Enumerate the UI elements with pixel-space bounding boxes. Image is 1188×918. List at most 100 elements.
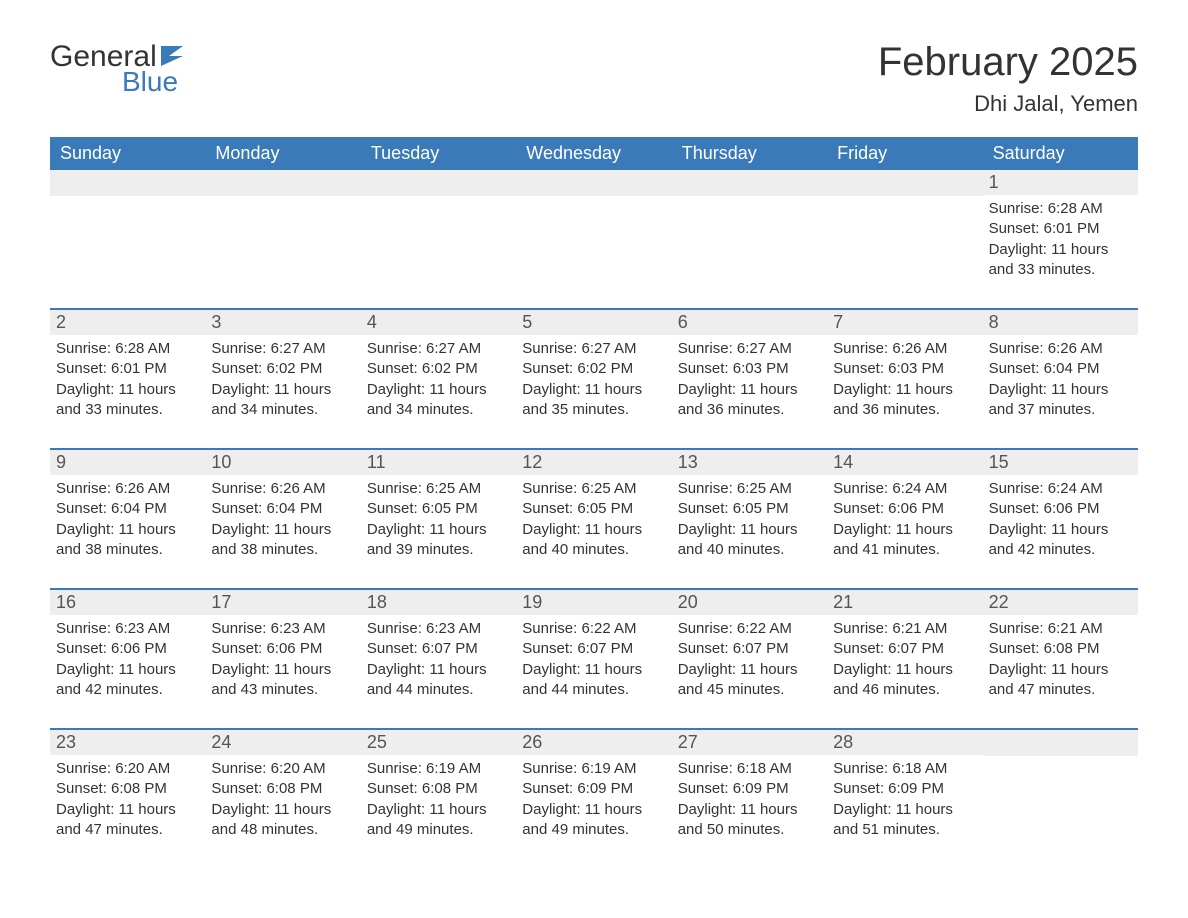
day-number: 3 <box>205 310 360 335</box>
day-info: Sunrise: 6:23 AMSunset: 6:06 PMDaylight:… <box>209 619 352 700</box>
sunset-line: Sunset: 6:02 PM <box>522 359 663 379</box>
calendar-day-cell: 24 Sunrise: 6:20 AMSunset: 6:08 PMDayligh… <box>205 730 360 852</box>
daylight-line: Daylight: 11 hours and 39 minutes. <box>367 520 508 561</box>
day-info: Sunrise: 6:27 AMSunset: 6:02 PMDaylight:… <box>209 339 352 420</box>
daylight-line: Daylight: 11 hours and 51 minutes. <box>833 800 974 841</box>
calendar-day-cell <box>983 730 1138 852</box>
calendar-day-cell: 5Sunrise: 6:27 AMSunset: 6:02 PMDaylight… <box>516 310 671 432</box>
daylight-line: Daylight: 11 hours and 42 minutes. <box>989 520 1130 561</box>
weekday-header-cell: Friday <box>827 137 982 170</box>
day-info: Sunrise: 6:18 AMSunset: 6:09 PMDaylight:… <box>831 759 974 840</box>
calendar-day-cell <box>205 170 360 292</box>
day-info: Sunrise: 6:24 AMSunset: 6:06 PMDaylight:… <box>987 479 1130 560</box>
sunset-line: Sunset: 6:08 PM <box>989 639 1130 659</box>
calendar-day-cell: 21Sunrise: 6:21 AMSunset: 6:07 PMDayligh… <box>827 590 982 712</box>
sunrise-line: Sunrise: 6:25 AM <box>367 479 508 499</box>
day-number <box>205 170 360 196</box>
sunset-line: Sunset: 6:09 PM <box>833 779 974 799</box>
sunset-line: Sunset: 6:05 PM <box>678 499 819 519</box>
calendar-day-cell <box>50 170 205 292</box>
day-info: Sunrise: 6:19 AMSunset: 6:08 PMDaylight:… <box>365 759 508 840</box>
sunrise-line: Sunrise: 6:21 AM <box>833 619 974 639</box>
day-info: Sunrise: 6:23 AMSunset: 6:07 PMDaylight:… <box>365 619 508 700</box>
calendar-day-cell: 22Sunrise: 6:21 AMSunset: 6:08 PMDayligh… <box>983 590 1138 712</box>
calendar-week: 2Sunrise: 6:28 AMSunset: 6:01 PMDaylight… <box>50 308 1138 432</box>
day-info: Sunrise: 6:27 AMSunset: 6:02 PMDaylight:… <box>365 339 508 420</box>
daylight-line: Daylight: 11 hours and 44 minutes. <box>522 660 663 701</box>
sunset-line: Sunset: 6:03 PM <box>678 359 819 379</box>
sunset-line: Sunset: 6:05 PM <box>367 499 508 519</box>
calendar-day-cell: 10Sunrise: 6:26 AMSunset: 6:04 PMDayligh… <box>205 450 360 572</box>
daylight-line: Daylight: 11 hours and 42 minutes. <box>56 660 197 701</box>
sunrise-line: Sunrise: 6:23 AM <box>56 619 197 639</box>
sunrise-line: Sunrise: 6:23 AM <box>367 619 508 639</box>
calendar-day-cell: 6 Sunrise: 6:27 AMSunset: 6:03 PMDaylight… <box>672 310 827 432</box>
sunset-line: Sunset: 6:08 PM <box>56 779 197 799</box>
daylight-line: Daylight: 11 hours and 49 minutes. <box>367 800 508 841</box>
day-info: Sunrise: 6:20 AMSunset: 6:08 PMDaylight:… <box>209 759 352 840</box>
calendar-day-cell: 19Sunrise: 6:22 AMSunset: 6:07 PMDayligh… <box>516 590 671 712</box>
weekday-header-cell: Thursday <box>672 137 827 170</box>
day-info: Sunrise: 6:21 AMSunset: 6:08 PMDaylight:… <box>987 619 1130 700</box>
sunset-line: Sunset: 6:02 PM <box>367 359 508 379</box>
calendar-day-cell: 1Sunrise: 6:28 AMSunset: 6:01 PMDaylight… <box>983 170 1138 292</box>
day-number: 18 <box>361 590 516 615</box>
brand-word2: Blue <box>122 66 189 98</box>
calendar-day-cell <box>361 170 516 292</box>
day-number: 9 <box>50 450 205 475</box>
day-info: Sunrise: 6:26 AMSunset: 6:04 PMDaylight:… <box>54 479 197 560</box>
calendar-day-cell: 14Sunrise: 6:24 AMSunset: 6:06 PMDayligh… <box>827 450 982 572</box>
sunset-line: Sunset: 6:06 PM <box>989 499 1130 519</box>
day-number <box>983 730 1138 756</box>
sunset-line: Sunset: 6:04 PM <box>989 359 1130 379</box>
day-number: 20 <box>672 590 827 615</box>
day-number: 25 <box>361 730 516 755</box>
title-block: February 2025 Dhi Jalal, Yemen <box>878 40 1138 117</box>
day-info: Sunrise: 6:26 AMSunset: 6:04 PMDaylight:… <box>987 339 1130 420</box>
sunrise-line: Sunrise: 6:20 AM <box>211 759 352 779</box>
sunset-line: Sunset: 6:09 PM <box>522 779 663 799</box>
day-number <box>361 170 516 196</box>
day-number: 16 <box>50 590 205 615</box>
calendar-day-cell: 28 Sunrise: 6:18 AMSunset: 6:09 PMDayligh… <box>827 730 982 852</box>
location-label: Dhi Jalal, Yemen <box>878 91 1138 117</box>
sunset-line: Sunset: 6:05 PM <box>522 499 663 519</box>
sunset-line: Sunset: 6:01 PM <box>56 359 197 379</box>
day-info: Sunrise: 6:24 AMSunset: 6:06 PMDaylight:… <box>831 479 974 560</box>
daylight-line: Daylight: 11 hours and 44 minutes. <box>367 660 508 701</box>
calendar-week: 16Sunrise: 6:23 AMSunset: 6:06 PMDayligh… <box>50 588 1138 712</box>
sunset-line: Sunset: 6:07 PM <box>833 639 974 659</box>
day-info: Sunrise: 6:22 AMSunset: 6:07 PMDaylight:… <box>676 619 819 700</box>
day-info: Sunrise: 6:25 AMSunset: 6:05 PMDaylight:… <box>520 479 663 560</box>
sunrise-line: Sunrise: 6:27 AM <box>678 339 819 359</box>
sunrise-line: Sunrise: 6:25 AM <box>522 479 663 499</box>
day-number: 19 <box>516 590 671 615</box>
daylight-line: Daylight: 11 hours and 43 minutes. <box>211 660 352 701</box>
sunset-line: Sunset: 6:08 PM <box>367 779 508 799</box>
calendar-day-cell: 27Sunrise: 6:18 AMSunset: 6:09 PMDayligh… <box>672 730 827 852</box>
day-number: 13 <box>672 450 827 475</box>
daylight-line: Daylight: 11 hours and 47 minutes. <box>989 660 1130 701</box>
day-number: 24 <box>205 730 360 755</box>
calendar-day-cell: 17Sunrise: 6:23 AMSunset: 6:06 PMDayligh… <box>205 590 360 712</box>
calendar-day-cell: 11 Sunrise: 6:25 AMSunset: 6:05 PMDayligh… <box>361 450 516 572</box>
sunset-line: Sunset: 6:04 PM <box>211 499 352 519</box>
day-number <box>50 170 205 196</box>
day-info: Sunrise: 6:27 AMSunset: 6:02 PMDaylight:… <box>520 339 663 420</box>
day-number: 28 <box>827 730 982 755</box>
daylight-line: Daylight: 11 hours and 40 minutes. <box>678 520 819 561</box>
calendar-day-cell <box>827 170 982 292</box>
calendar-day-cell: 26Sunrise: 6:19 AMSunset: 6:09 PMDayligh… <box>516 730 671 852</box>
daylight-line: Daylight: 11 hours and 33 minutes. <box>989 240 1130 281</box>
day-number: 23 <box>50 730 205 755</box>
daylight-line: Daylight: 11 hours and 47 minutes. <box>56 800 197 841</box>
daylight-line: Daylight: 11 hours and 48 minutes. <box>211 800 352 841</box>
calendar-day-cell: 9 Sunrise: 6:26 AMSunset: 6:04 PMDaylight… <box>50 450 205 572</box>
daylight-line: Daylight: 11 hours and 46 minutes. <box>833 660 974 701</box>
calendar-week: 23Sunrise: 6:20 AMSunset: 6:08 PMDayligh… <box>50 728 1138 852</box>
day-number: 6 <box>672 310 827 335</box>
daylight-line: Daylight: 11 hours and 45 minutes. <box>678 660 819 701</box>
day-info: Sunrise: 6:27 AMSunset: 6:03 PMDaylight:… <box>676 339 819 420</box>
day-number: 11 <box>361 450 516 475</box>
sunrise-line: Sunrise: 6:28 AM <box>989 199 1130 219</box>
